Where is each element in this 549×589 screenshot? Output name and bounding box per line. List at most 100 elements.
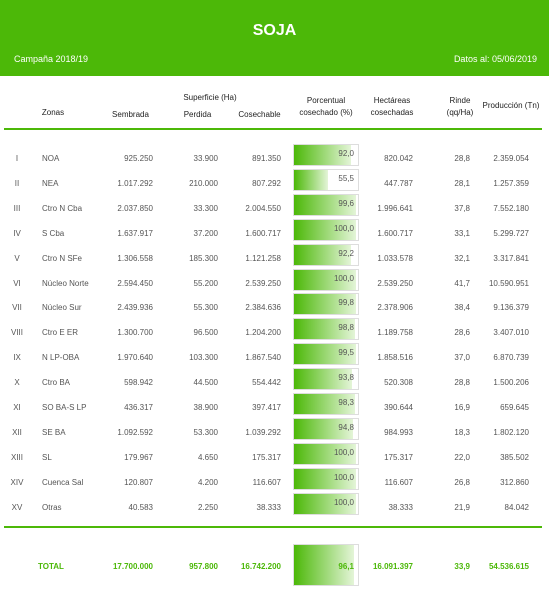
- cell: 37,8: [454, 203, 470, 213]
- zone: Cuenca Sal: [42, 477, 84, 487]
- cell: 84.042: [504, 502, 529, 512]
- percent-value: 55,5: [338, 173, 354, 183]
- row-number: III: [13, 203, 21, 213]
- cell: 2.037.850: [117, 203, 153, 213]
- percent-bar: [294, 319, 356, 340]
- row-number: VI: [13, 278, 21, 288]
- col-header: Sembrada: [112, 110, 149, 119]
- percent-bar: [294, 269, 356, 290]
- cell: 1.637.917: [117, 228, 153, 238]
- cell: 1.996.641: [377, 203, 413, 213]
- cell: 1.600.717: [245, 228, 281, 238]
- percent-value: 98,3: [338, 398, 354, 407]
- percent-bar: [294, 369, 353, 390]
- row-number: XV: [11, 502, 23, 512]
- percent-value: 99,8: [338, 298, 354, 308]
- cell: 41,7: [454, 278, 470, 288]
- cell: 37.200: [193, 228, 218, 238]
- percent-value: 92,2: [338, 248, 354, 258]
- total-cell: 33,9: [454, 562, 470, 571]
- zone: SO BA-S LP: [42, 403, 87, 412]
- zone: Ctro BA: [42, 378, 71, 388]
- cell: 33,1: [454, 228, 470, 238]
- zone: Núcleo Norte: [42, 278, 89, 288]
- zone: Ctro N Cba: [42, 203, 83, 213]
- percent-bar: [294, 468, 356, 489]
- cell: 1.600.717: [377, 228, 413, 238]
- cell: 40.583: [128, 502, 153, 512]
- col-header: Producción (Tn): [482, 101, 540, 110]
- percent-bar: [294, 545, 354, 585]
- cell: 2.359.054: [493, 154, 529, 163]
- row-number: XIV: [10, 477, 24, 487]
- percent-value: 100,0: [333, 273, 354, 283]
- row-number: XII: [12, 427, 22, 437]
- row-number: I: [15, 154, 19, 163]
- cell: 26,8: [454, 477, 470, 487]
- cell: 390.644: [384, 403, 413, 412]
- cell: 175.317: [252, 452, 281, 462]
- cell: 1.970.640: [117, 353, 153, 363]
- cell: 38.333: [256, 502, 281, 512]
- cell: 1.306.558: [117, 253, 153, 263]
- cell: 1.039.292: [245, 427, 281, 437]
- col-header: Zonas: [41, 108, 65, 117]
- percent-value: 99,6: [338, 198, 354, 208]
- row-number: VIII: [10, 328, 23, 338]
- percent-bar: [294, 219, 356, 240]
- cell: 7.552.180: [493, 203, 529, 213]
- cell: 210.000: [189, 178, 218, 188]
- cell: 28,8: [454, 378, 470, 388]
- cell: 28,8: [454, 154, 470, 163]
- zone: S Cba: [42, 228, 65, 238]
- cell: 2.378.906: [377, 303, 413, 313]
- cell: 312.860: [500, 477, 529, 487]
- cell: 120.807: [124, 477, 153, 487]
- cell: 3.407.010: [493, 328, 529, 338]
- cell: 598.942: [124, 378, 153, 388]
- zone: SE BA: [42, 427, 66, 437]
- cell: 22,0: [454, 452, 470, 462]
- col-header: Porcentual cosechado (%): [299, 96, 353, 117]
- percent-value: 100,0: [333, 223, 354, 233]
- cell: 659.645: [500, 403, 529, 412]
- col-header: Perdida: [183, 110, 212, 119]
- row-number: XIII: [10, 452, 23, 462]
- cell: 37,0: [454, 353, 470, 363]
- cell: 520.308: [384, 378, 413, 388]
- cell: 53.300: [193, 427, 218, 437]
- total-cell: 16.091.397: [372, 562, 413, 571]
- percent-value: 92,0: [338, 149, 354, 158]
- cell: 116.607: [384, 477, 413, 487]
- cell: 28,1: [454, 178, 470, 188]
- percent-bar: [294, 493, 356, 514]
- cell: 1.500.206: [493, 378, 529, 388]
- cell: 33.900: [193, 154, 218, 163]
- date: Datos al: 05/06/2019: [453, 54, 537, 64]
- row-number: II: [14, 178, 20, 188]
- cell: 2.250: [197, 502, 218, 512]
- cell: 116.607: [252, 477, 281, 487]
- total-cell: 957.800: [189, 562, 218, 571]
- cell: 9.136.379: [493, 303, 529, 313]
- cell: 2.004.550: [245, 203, 281, 213]
- cell: 436.317: [124, 403, 153, 412]
- percent-value: 100,0: [333, 447, 354, 457]
- col-header: Rinde (qq/Ha): [446, 96, 474, 117]
- zone: NOA: [42, 154, 60, 163]
- cell: 2.384.636: [245, 303, 281, 313]
- cell: 10.590.951: [488, 278, 529, 288]
- cell: 32,1: [454, 253, 470, 263]
- cell: 96.500: [193, 328, 218, 338]
- cell: 1.121.258: [245, 253, 281, 263]
- percent-bar: [294, 418, 353, 439]
- total-label: TOTAL: [38, 562, 64, 571]
- percent-value: 93,8: [338, 373, 354, 383]
- cell: 397.417: [252, 403, 281, 412]
- cell: 2.439.936: [117, 303, 153, 313]
- cell: 175.317: [384, 452, 413, 462]
- cell: 820.042: [384, 154, 413, 163]
- percent-bar: [294, 394, 355, 414]
- cell: 185.300: [189, 253, 218, 263]
